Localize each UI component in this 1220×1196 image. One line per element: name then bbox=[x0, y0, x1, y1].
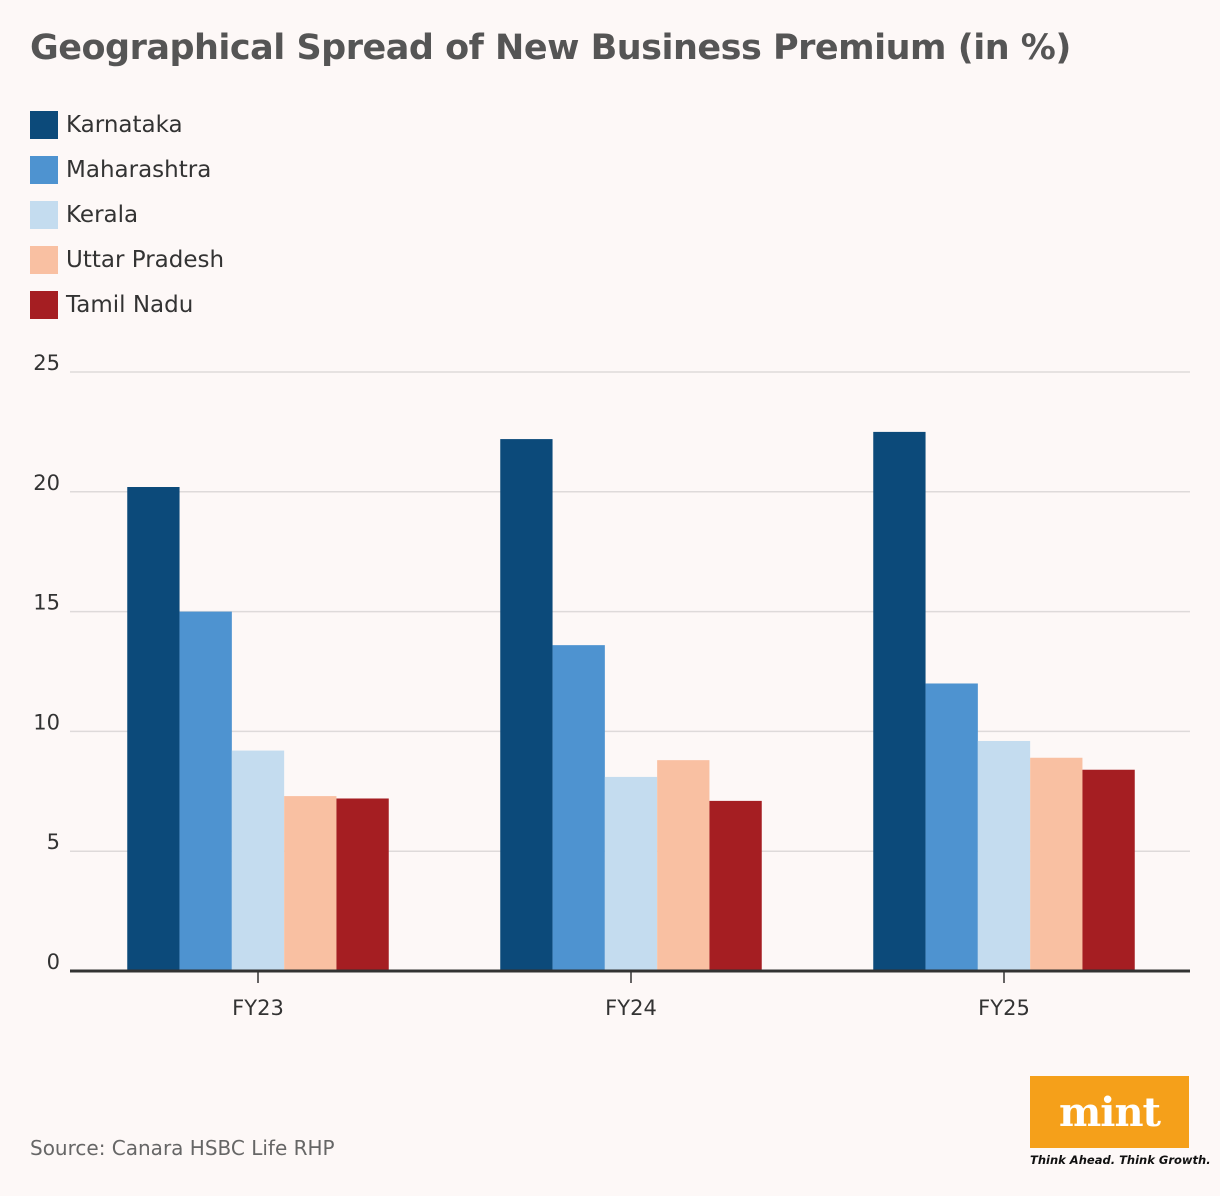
bar-tamil-nadu-fy24 bbox=[709, 800, 762, 971]
legend-label: Maharashtra bbox=[66, 156, 212, 183]
y-tick-label: 20 bbox=[33, 471, 60, 495]
bar-chart: 0 5 10 15 20 25 FY23 FY24 FY25 bbox=[33, 351, 1190, 1020]
bar-uttar-pradesh-fy25 bbox=[1030, 757, 1083, 971]
legend-swatch bbox=[30, 200, 58, 229]
legend-swatch bbox=[30, 290, 58, 319]
x-tick-label: FY23 bbox=[232, 996, 284, 1020]
legend-item: Karnataka bbox=[30, 102, 224, 147]
bar-tamil-nadu-fy25 bbox=[1082, 769, 1135, 971]
bar-uttar-pradesh-fy24 bbox=[657, 760, 710, 971]
bar-karnataka-fy24 bbox=[500, 439, 553, 971]
legend-swatch bbox=[30, 155, 58, 184]
legend-swatch bbox=[30, 110, 58, 139]
bar-uttar-pradesh-fy23 bbox=[284, 796, 337, 971]
logo-tagline: Think Ahead. Think Growth. bbox=[1030, 1153, 1211, 1167]
y-tick-label: 0 bbox=[47, 950, 60, 974]
logo-text: mint bbox=[1058, 1088, 1161, 1136]
legend-label: Kerala bbox=[66, 201, 139, 228]
x-tick-label: FY25 bbox=[978, 996, 1030, 1020]
source-note: Source: Canara HSBC Life RHP bbox=[30, 1136, 335, 1160]
bar-maharashtra-fy24 bbox=[552, 645, 605, 971]
legend-swatch bbox=[30, 245, 58, 274]
bar-karnataka-fy23 bbox=[127, 487, 180, 971]
legend-label: Tamil Nadu bbox=[66, 291, 194, 318]
legend-item: Uttar Pradesh bbox=[30, 237, 224, 282]
bar-kerala-fy25 bbox=[977, 740, 1031, 971]
chart-title: Geographical Spread of New Business Prem… bbox=[30, 28, 1071, 68]
legend-item: Tamil Nadu bbox=[30, 282, 224, 327]
legend-label: Karnataka bbox=[66, 111, 183, 138]
legend-label: Uttar Pradesh bbox=[66, 246, 225, 273]
legend-item: Kerala bbox=[30, 192, 224, 237]
y-tick-label: 25 bbox=[33, 351, 60, 375]
legend: Karnataka Maharashtra Kerala Uttar Pradesh T… bbox=[30, 102, 224, 327]
bar-kerala-fy23 bbox=[231, 750, 285, 971]
bar-kerala-fy24 bbox=[604, 776, 658, 971]
y-tick-label: 10 bbox=[33, 710, 60, 734]
x-tick-label: FY24 bbox=[605, 996, 657, 1020]
bar-karnataka-fy25 bbox=[873, 431, 926, 971]
y-tick-label: 5 bbox=[47, 830, 60, 854]
bar-maharashtra-fy25 bbox=[925, 683, 978, 971]
mint-logo: mint bbox=[1030, 1076, 1189, 1148]
y-tick-label: 15 bbox=[33, 591, 60, 615]
bar-maharashtra-fy23 bbox=[179, 611, 232, 971]
bar-tamil-nadu-fy23 bbox=[336, 798, 389, 971]
legend-item: Maharashtra bbox=[30, 147, 224, 192]
